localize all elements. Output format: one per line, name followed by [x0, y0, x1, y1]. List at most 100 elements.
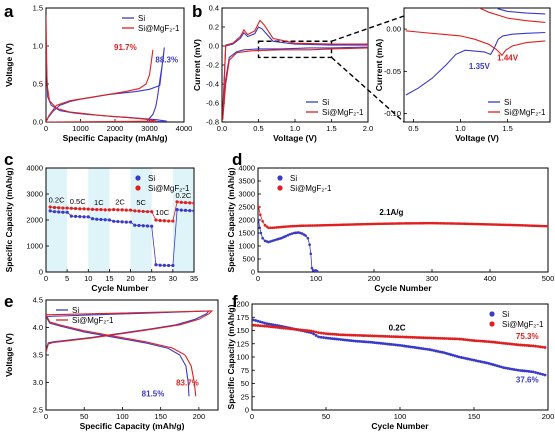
data-point	[527, 369, 531, 373]
data-point	[354, 333, 357, 337]
data-point	[375, 341, 379, 345]
data-point	[319, 331, 323, 335]
data-point	[311, 224, 314, 227]
data-point	[258, 226, 262, 230]
data-point	[347, 339, 351, 342]
legend-label: Si@MgF₂-1	[72, 316, 114, 325]
series-line	[495, 8, 546, 15]
data-point	[120, 208, 124, 212]
data-point	[273, 226, 276, 229]
data-point	[328, 332, 332, 336]
y-tick-label: 2.5	[33, 406, 43, 415]
data-point	[364, 340, 368, 344]
data-point	[141, 209, 145, 214]
data-point	[430, 348, 434, 352]
data-point	[107, 208, 112, 212]
data-point	[150, 224, 154, 228]
data-point	[312, 332, 316, 336]
data-point	[508, 342, 512, 346]
legend-swatch	[135, 175, 141, 181]
data-point	[364, 334, 368, 338]
data-point	[383, 334, 387, 338]
data-point	[396, 335, 400, 339]
data-point	[451, 353, 455, 357]
data-point	[326, 332, 330, 336]
x-tick-label: 10	[84, 274, 92, 283]
data-point	[284, 234, 288, 238]
data-point	[398, 343, 402, 347]
data-point	[470, 358, 474, 362]
data-point	[517, 343, 520, 347]
data-point	[543, 346, 547, 349]
data-point	[402, 344, 406, 348]
data-point	[390, 335, 393, 338]
data-point	[362, 334, 366, 337]
data-point	[299, 328, 303, 332]
x-tick-label: 200	[368, 274, 381, 283]
data-point	[260, 324, 264, 328]
x-tick-label: 150	[154, 412, 167, 421]
data-point	[369, 340, 372, 344]
data-point	[103, 218, 107, 222]
series-line	[46, 310, 214, 397]
data-point	[258, 218, 260, 222]
x-tick-label: 500	[542, 274, 555, 283]
y-tick-label: 4000	[238, 164, 255, 173]
data-point	[254, 323, 258, 327]
legend-label: Si	[148, 174, 155, 183]
data-point	[514, 368, 518, 372]
data-point	[286, 233, 290, 237]
data-point	[423, 347, 427, 351]
y-axis-label: Specific Capacity (mAh/g)	[4, 167, 14, 272]
data-point	[306, 236, 310, 240]
data-point	[303, 328, 307, 332]
panel-letter-d: d	[232, 150, 242, 169]
data-point	[409, 345, 412, 349]
data-point	[112, 219, 116, 223]
data-point	[74, 206, 78, 211]
data-point	[171, 263, 175, 268]
y-tick-label: 1000	[26, 242, 43, 251]
x-tick-label: 200	[542, 412, 555, 421]
data-point	[360, 340, 364, 343]
data-point	[326, 336, 330, 340]
rate-band	[88, 168, 110, 272]
annotation: 1.35V	[469, 62, 491, 71]
panel-d: 0 100 200 300 400 500 0 500 1000 1500 2000 2500 3000…	[226, 164, 554, 294]
data-point	[381, 342, 385, 345]
x-tick-label: 0	[44, 412, 48, 421]
data-point	[517, 368, 520, 372]
x-tick-label: 50	[80, 412, 88, 421]
data-point	[407, 345, 410, 348]
panel-b: 0.0 0.5 1.0 1.5 2.0 -0.8 -0.6 -0.4 -0.2 0.0 0.2 0.4…	[192, 4, 373, 144]
plot-area	[222, 19, 368, 121]
rate-band	[46, 168, 68, 272]
y-axis-label: Current (mA)	[374, 39, 384, 92]
data-point	[455, 354, 459, 358]
data-point	[322, 336, 325, 339]
data-point	[504, 342, 508, 345]
data-point	[74, 214, 78, 218]
panel-letter-a: a	[4, 2, 14, 21]
data-point	[436, 336, 440, 340]
x-tick-label: 0.5	[408, 124, 418, 133]
data-point	[137, 209, 141, 213]
data-point	[472, 358, 476, 362]
data-point	[263, 321, 266, 325]
data-point	[319, 335, 323, 339]
data-point	[145, 210, 150, 214]
y-tick-label: 4000	[26, 164, 43, 173]
plot-area	[405, 8, 546, 96]
data-point	[464, 356, 467, 360]
x-tick-label: 2.0	[363, 124, 373, 133]
data-point	[341, 333, 345, 337]
x-axis-label: Specific Capacity (mAh/g)	[63, 133, 168, 143]
data-point	[419, 346, 423, 350]
y-tick-label: -0.05	[384, 67, 401, 76]
data-point	[453, 354, 457, 358]
x-axis-label: Voltage (V)	[273, 133, 317, 143]
legend-swatch	[277, 175, 283, 181]
data-point	[330, 337, 334, 341]
y-tick-label: 0.4	[209, 4, 219, 13]
data-point	[381, 334, 385, 338]
